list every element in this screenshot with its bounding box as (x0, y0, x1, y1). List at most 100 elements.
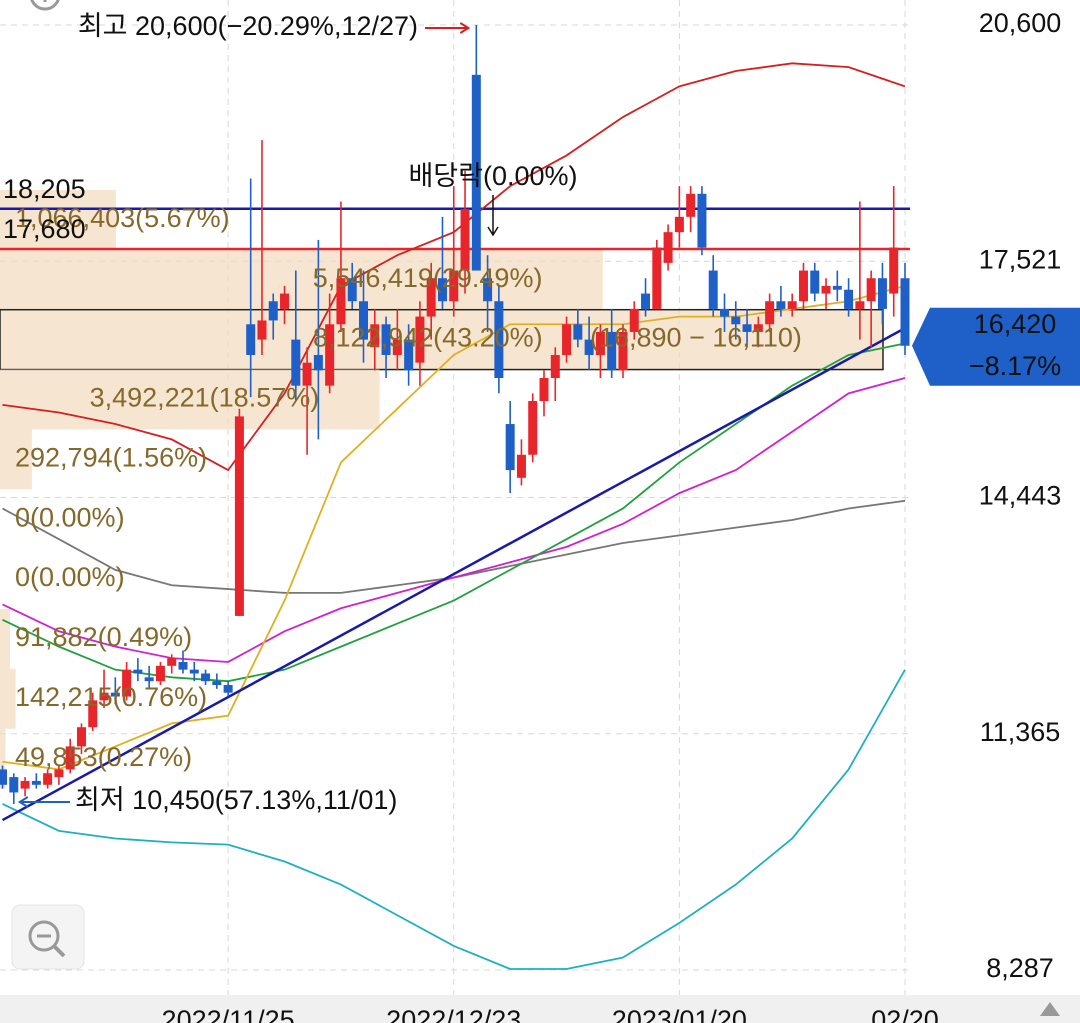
candle-body (246, 324, 256, 355)
volume-profile (0, 189, 884, 789)
candle-body (76, 727, 86, 747)
candle-body (866, 278, 876, 302)
candle-body (234, 416, 244, 616)
candle-body (832, 285, 842, 290)
zoom-out-button[interactable] (11, 904, 85, 970)
last-price: 16,420 (974, 309, 1057, 339)
volume-bar (0, 369, 380, 430)
grid (0, 0, 910, 995)
volume-label: 1,066,403(5.67%) (15, 203, 230, 233)
candle-body (347, 278, 357, 302)
high-arrow (425, 22, 471, 34)
candle-body (855, 301, 865, 309)
candle-body (460, 209, 470, 271)
candle-body (494, 301, 504, 378)
candle-body (88, 700, 98, 728)
last-change: −8.17% (969, 351, 1061, 381)
indicator-line (2, 499, 906, 594)
candle-body (144, 677, 154, 682)
price-line-label: 17,680 (3, 214, 86, 244)
candle-body (223, 685, 233, 693)
price-line-label: 18,205 (3, 174, 86, 204)
candle-body (674, 216, 684, 233)
volume-label: 0(0.00%) (15, 502, 125, 532)
candle-body (877, 278, 887, 309)
candle-body (595, 331, 605, 355)
volume-label: 91,882(0.49%) (15, 622, 192, 652)
candle-body (268, 301, 278, 321)
candle-body (787, 301, 797, 309)
candle-body (212, 681, 222, 686)
candle-body (133, 669, 143, 674)
volume-label: 49,853(0.27%) (15, 742, 192, 772)
indicator-line (2, 377, 906, 663)
candle-body (629, 308, 639, 332)
candle-body (392, 339, 402, 355)
candle-body (720, 308, 729, 317)
candle-body (54, 769, 64, 778)
candle-body (844, 289, 854, 309)
candle-body (291, 339, 301, 386)
x-axis-band (0, 995, 1080, 1023)
candle-body (20, 780, 30, 789)
candle-body (43, 773, 53, 785)
volume-bar (0, 728, 6, 789)
candle-body (550, 354, 560, 378)
volume-bar (0, 189, 116, 250)
volume-label: 0(0.00%) (15, 562, 125, 592)
candle-body (889, 247, 899, 294)
candle-body (178, 661, 188, 670)
candle-body (652, 247, 662, 309)
candle-body (313, 354, 323, 371)
indicator-lines (0, 62, 910, 970)
candle-body (900, 278, 910, 346)
candle-body (167, 658, 177, 666)
zoom-in-button[interactable] (30, 0, 60, 11)
indicator-line (2, 285, 906, 771)
volume-label: 5,546,419(29.49%) (313, 263, 543, 293)
dividend-arrow (487, 195, 499, 237)
candle-body (776, 301, 786, 309)
candle-body (280, 293, 290, 309)
dividend-annotation: 배당락(0.00%) (408, 161, 577, 191)
candle-body (122, 669, 132, 697)
candle-body (607, 331, 617, 371)
labels: 20,600 17,521 14,443 11,365 8,287 2022/11/25 2… (3, 8, 1080, 1023)
y-tick-label: 11,365 (980, 717, 1061, 747)
indicator-line (1, 327, 906, 822)
candle-body (584, 339, 594, 355)
candle-body (449, 270, 459, 302)
indicator-line (2, 669, 906, 970)
candle-body (573, 324, 583, 340)
candle-body (325, 324, 335, 386)
last-price-tag (912, 307, 1080, 386)
scroll-up-button[interactable] (1040, 1002, 1060, 1016)
x-tick-label: 02/20 (871, 1005, 939, 1023)
volume-bar (0, 429, 32, 490)
candle-body (562, 324, 572, 355)
candle-body (483, 278, 493, 302)
candle-body (821, 285, 831, 294)
candle-body (798, 270, 808, 302)
candle-body (155, 665, 165, 682)
volume-label: 292,794(1.56%) (15, 442, 207, 472)
candle-body (110, 692, 120, 697)
low-annotation: 최저 10,450(57.13%,11/01) (75, 785, 397, 815)
candle-body (404, 339, 414, 371)
candle-body (471, 74, 481, 271)
volume-label: 3,492,221(18.57%) (90, 383, 320, 413)
candle-body (99, 692, 109, 701)
x-tick-label: 2022/12/23 (386, 1005, 521, 1023)
volume-bar (0, 249, 603, 310)
candle-body (9, 777, 19, 793)
candles (0, 24, 910, 804)
volume-label: 142,215(0.76%) (15, 682, 207, 712)
candle-body (731, 316, 741, 325)
candle-body (201, 673, 211, 682)
candle-body (189, 669, 199, 674)
x-tick-label: 2022/11/25 (162, 1005, 295, 1023)
candle-body (765, 301, 775, 325)
candle-body (708, 270, 718, 309)
candle-body (415, 316, 425, 363)
